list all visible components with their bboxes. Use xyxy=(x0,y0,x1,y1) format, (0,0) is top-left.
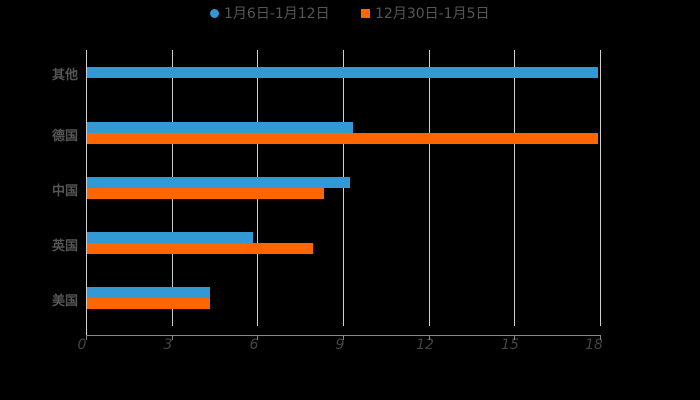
x-tick-mark xyxy=(343,335,344,340)
gridline xyxy=(343,50,344,326)
y-category-label: 英国 xyxy=(51,239,78,254)
x-tick-label: 18 xyxy=(585,337,603,353)
x-tick-mark xyxy=(429,335,430,340)
x-tick-mark xyxy=(86,335,87,340)
chart-legend: 1月6日-1月12日 12月30日-1月5日 xyxy=(0,3,700,23)
gridline xyxy=(429,50,430,326)
gridline xyxy=(514,50,515,326)
y-axis-line xyxy=(86,50,87,335)
square-marker-icon xyxy=(361,8,370,18)
y-category-label: 中国 xyxy=(51,184,78,199)
x-tick-label: 12 xyxy=(416,337,434,353)
bar-1[interactable] xyxy=(87,177,350,188)
x-tick-label: 15 xyxy=(501,337,519,353)
x-tick-label: 9 xyxy=(335,337,345,353)
bar-2[interactable] xyxy=(87,298,210,309)
legend-label: 12月30日-1月5日 xyxy=(375,6,490,22)
legend-item-series-1[interactable]: 1月6日-1月12日 xyxy=(210,3,330,23)
bar-1[interactable] xyxy=(87,287,210,298)
x-tick-mark xyxy=(172,335,173,340)
x-tick-mark xyxy=(257,335,258,340)
bar-2[interactable] xyxy=(87,133,598,144)
x-tick-label: 3 xyxy=(163,337,173,353)
y-category-label: 美国 xyxy=(51,294,78,309)
y-category-label: 德国 xyxy=(51,129,78,144)
bar-2[interactable] xyxy=(87,188,324,199)
x-tick-label: 6 xyxy=(249,337,259,353)
x-tick-mark xyxy=(600,335,601,340)
y-category-label: 其他 xyxy=(51,68,78,83)
bar-1[interactable] xyxy=(87,122,353,133)
legend-item-series-2[interactable]: 12月30日-1月5日 xyxy=(361,3,490,23)
x-tick-label: 0 xyxy=(77,337,87,353)
bar-2[interactable] xyxy=(87,243,313,254)
gridline xyxy=(600,50,601,326)
legend-label: 1月6日-1月12日 xyxy=(224,6,330,22)
bar-1[interactable] xyxy=(87,67,598,78)
bar-1[interactable] xyxy=(87,232,253,243)
circle-marker-icon xyxy=(210,8,219,18)
x-tick-mark xyxy=(514,335,515,340)
